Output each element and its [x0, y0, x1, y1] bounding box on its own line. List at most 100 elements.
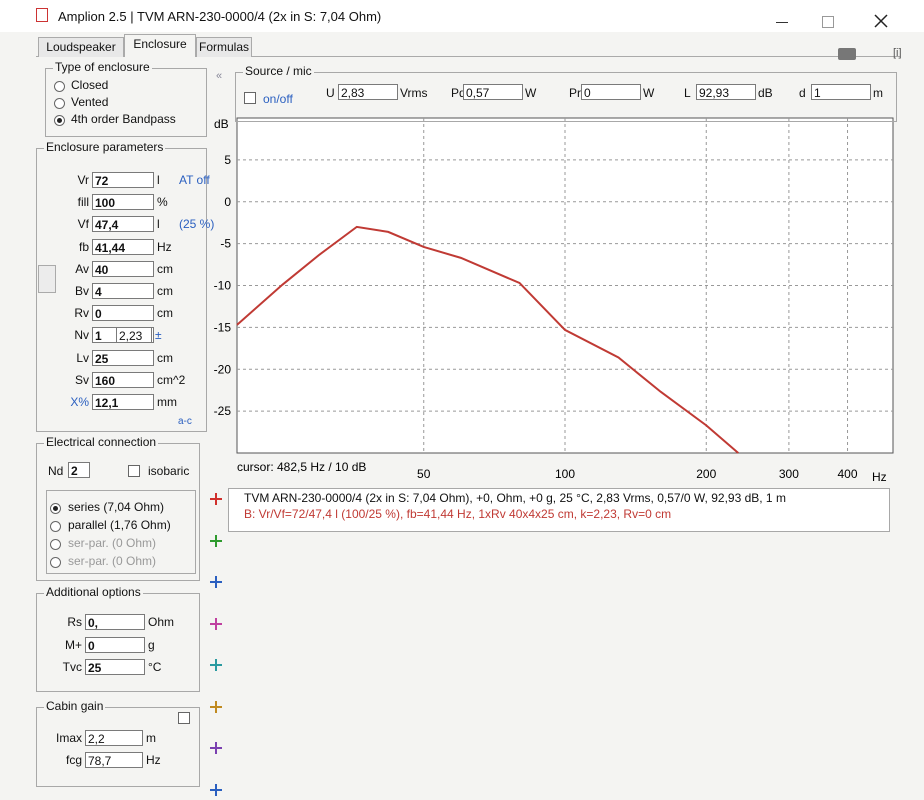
x-tick-label: 300 [779, 467, 799, 481]
legend-line: B: Vr/Vf=72/47,4 l (100/25 %), fb=41,44 … [244, 507, 672, 521]
field-input[interactable]: 2,23 [116, 327, 152, 344]
field-unit: cm^2 [157, 372, 186, 387]
collapse-icon[interactable]: « [216, 70, 223, 82]
y-tick-label: -20 [214, 362, 232, 376]
field-input[interactable]: 160 [92, 371, 154, 388]
side-handle[interactable] [38, 265, 56, 293]
field-input[interactable]: 40 [92, 260, 154, 277]
field-unit: m [146, 731, 156, 745]
field-unit: % [157, 195, 168, 210]
checkbox[interactable] [178, 712, 190, 724]
connection-option: ser-par. (0 Ohm) [68, 536, 157, 550]
add-curve-button[interactable] [210, 742, 222, 754]
field-label: Rs [67, 615, 82, 629]
nd-label: Nd [48, 464, 64, 478]
camera-icon[interactable] [838, 48, 856, 60]
radio-button[interactable] [50, 521, 61, 532]
nd-input[interactable]: 2 [68, 462, 90, 478]
field-input[interactable]: 2,2 [85, 730, 143, 746]
x-tick-label: 200 [696, 467, 716, 481]
field-label: M+ [64, 637, 82, 652]
y-axis-label: dB [214, 117, 229, 131]
tab[interactable]: Formulas [196, 37, 252, 57]
field-label: Bv [74, 284, 89, 298]
field-label: fcg [65, 753, 82, 767]
cabin-group [36, 707, 200, 787]
field-input[interactable]: 72 [92, 172, 154, 188]
legend-line: TVM ARN-230-0000/4 (2x in S: 7,04 Ohm), … [244, 491, 786, 505]
field-input[interactable]: 100 [92, 194, 154, 211]
field-label: Vf [77, 217, 89, 232]
add-curve-button[interactable] [210, 493, 222, 505]
radio-button[interactable] [54, 81, 65, 92]
source-unit: Vrms [400, 86, 428, 100]
minimize-button[interactable] [776, 22, 788, 23]
field-unit: g [148, 637, 155, 652]
source-input[interactable]: 0 [581, 84, 641, 100]
field-input[interactable]: 12,1 [92, 394, 154, 410]
info-icon[interactable]: [i] [893, 47, 902, 59]
field-input[interactable]: 4 [92, 283, 154, 299]
source-input[interactable]: 0,57 [463, 84, 523, 100]
field-unit: cm [157, 284, 173, 298]
y-tick-label: 0 [224, 195, 231, 209]
field-unit: Ohm [148, 615, 175, 629]
field-unit: cm [157, 261, 173, 276]
add-curve-button[interactable] [210, 576, 222, 588]
cabin-group-title: Cabin gain [44, 699, 106, 713]
field-unit: cm [157, 306, 173, 321]
checkbox[interactable] [244, 92, 256, 104]
field-label: Vr [77, 173, 89, 187]
checkbox[interactable] [128, 465, 140, 477]
field-input[interactable]: 0, [85, 614, 145, 630]
y-tick-label: 5 [224, 153, 231, 167]
add-curve-button[interactable] [210, 700, 222, 713]
source-unit: m [873, 86, 883, 100]
radio-button[interactable] [54, 98, 65, 109]
connection-box [46, 490, 196, 574]
response-curve [236, 225, 739, 454]
tab[interactable]: Loudspeaker [38, 37, 124, 57]
source-label: L [684, 86, 691, 100]
field-label: X% [70, 395, 89, 409]
on-off-label: on/off [263, 92, 293, 106]
add-curve-button[interactable] [210, 659, 222, 671]
tab[interactable]: Enclosure [124, 34, 196, 57]
field-unit: l [157, 217, 160, 232]
radio-button[interactable] [50, 557, 61, 568]
field-unit: l [157, 173, 160, 187]
field-input[interactable]: 47,4 [92, 216, 154, 233]
field-input[interactable]: 25 [85, 659, 145, 675]
field-label: Imax [55, 731, 82, 745]
source-input[interactable]: 1 [811, 84, 871, 100]
radio-button[interactable] [54, 115, 65, 126]
field-unit: Hz [157, 239, 172, 254]
close-button[interactable] [874, 14, 888, 28]
additional-group-title: Additional options [44, 585, 143, 599]
field-unit: °C [148, 660, 162, 674]
field-label: Sv [74, 372, 89, 387]
field-input[interactable]: 0 [85, 636, 145, 653]
enclosure-option: Closed [71, 78, 109, 92]
radio-button[interactable] [50, 539, 61, 550]
field-input[interactable]: 0 [92, 305, 154, 322]
field-label: Tvc [62, 660, 82, 674]
field-input[interactable]: 78,7 [85, 752, 143, 768]
x-tick-label: 100 [555, 467, 575, 481]
enclosure-params-group-title: Enclosure parameters [44, 140, 166, 154]
source-input[interactable]: 2,83 [338, 84, 398, 100]
add-curve-button[interactable] [210, 617, 222, 630]
add-curve-button[interactable] [210, 534, 222, 547]
field-label: fill [77, 195, 89, 210]
field-input[interactable]: 41,44 [92, 238, 154, 255]
source-input[interactable]: 92,93 [696, 84, 756, 100]
field-input[interactable]: 25 [92, 349, 154, 366]
radio-button[interactable] [50, 503, 61, 514]
source-unit: W [525, 86, 537, 100]
add-curve-button[interactable] [210, 783, 222, 796]
y-tick-label: -10 [214, 279, 232, 293]
connection-option: parallel (1,76 Ohm) [68, 518, 171, 532]
field-label: Rv [74, 306, 89, 321]
maximize-button[interactable] [822, 16, 834, 28]
